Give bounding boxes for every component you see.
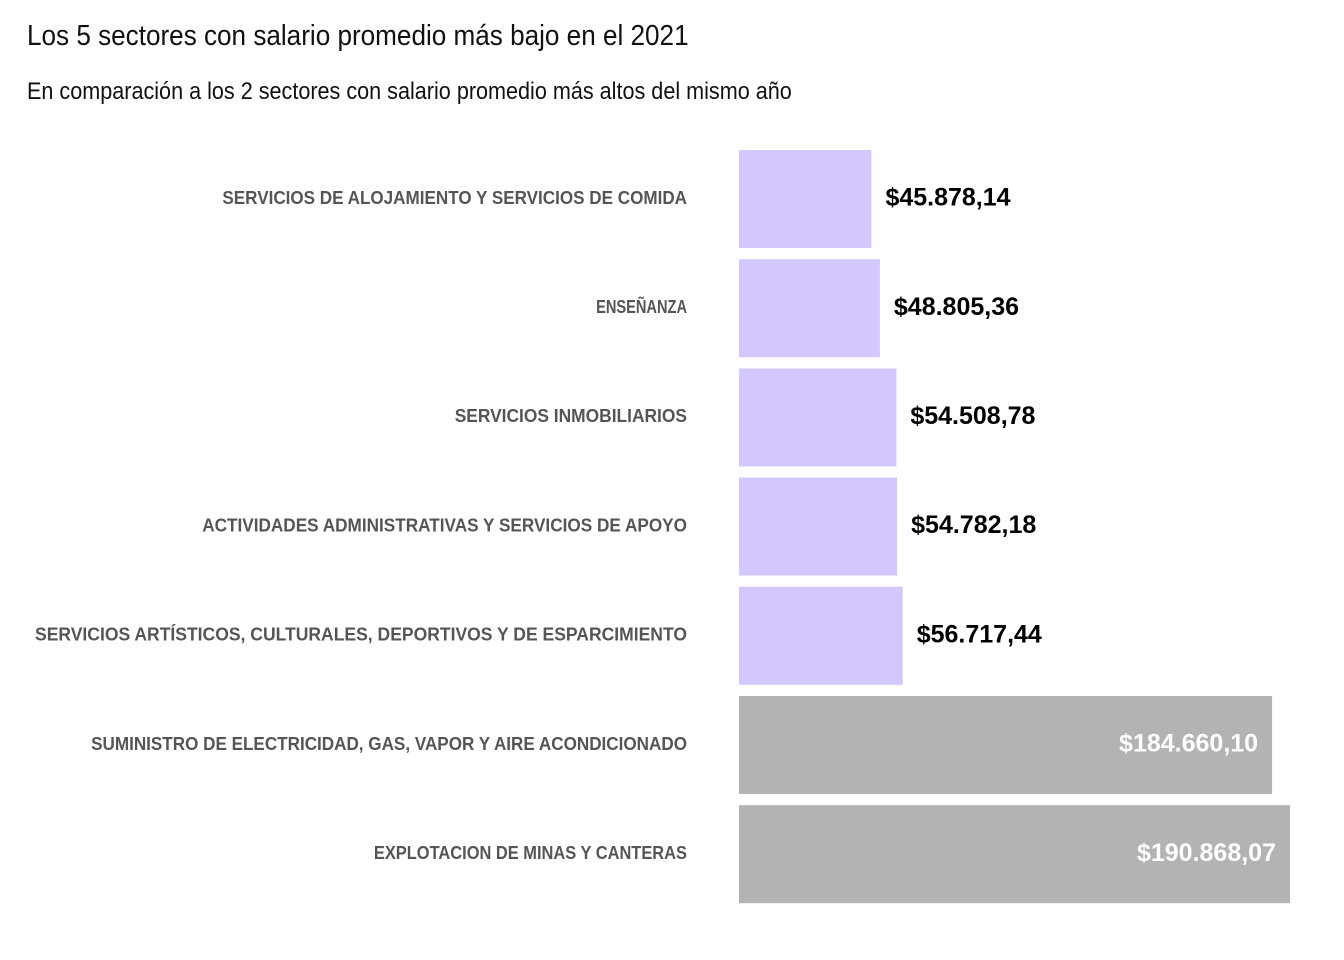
value-label-3: $54.508,78 (910, 402, 1035, 430)
category-label-4: ACTIVIDADES ADMINISTRATIVAS Y SERVICIOS … (202, 515, 687, 535)
category-label-5: SERVICIOS ARTÍSTICOS, CULTURALES, DEPORT… (35, 624, 687, 645)
value-label-2: $48.805,36 (894, 293, 1019, 321)
category-label-1: SERVICIOS DE ALOJAMIENTO Y SERVICIOS DE … (222, 188, 687, 208)
bar-1 (739, 150, 872, 248)
bar-5 (739, 586, 903, 685)
category-label-7: EXPLOTACION DE MINAS Y CANTERAS (374, 843, 687, 863)
category-label-6: SUMINISTRO DE ELECTRICIDAD, GAS, VAPOR Y… (91, 734, 687, 754)
bar-4 (739, 477, 898, 576)
chart-subtitle: En comparación a los 2 sectores con sala… (27, 78, 792, 105)
value-label-6: $184.660,10 (1119, 730, 1258, 758)
bar-2 (739, 259, 880, 358)
chart-title: Los 5 sectores con salario promedio más … (27, 20, 689, 52)
value-label-7: $190.868,07 (1137, 839, 1276, 867)
value-label-1: $45.878,14 (885, 184, 1010, 212)
value-label-5: $56.717,44 (917, 620, 1042, 648)
category-label-3: SERVICIOS INMOBILIARIOS (455, 406, 687, 426)
bar-7 (739, 805, 1290, 904)
value-label-4: $54.782,18 (911, 511, 1036, 539)
bar-3 (739, 368, 897, 467)
bar-6 (739, 696, 1273, 794)
category-label-2: ENSEÑANZA (596, 296, 687, 317)
